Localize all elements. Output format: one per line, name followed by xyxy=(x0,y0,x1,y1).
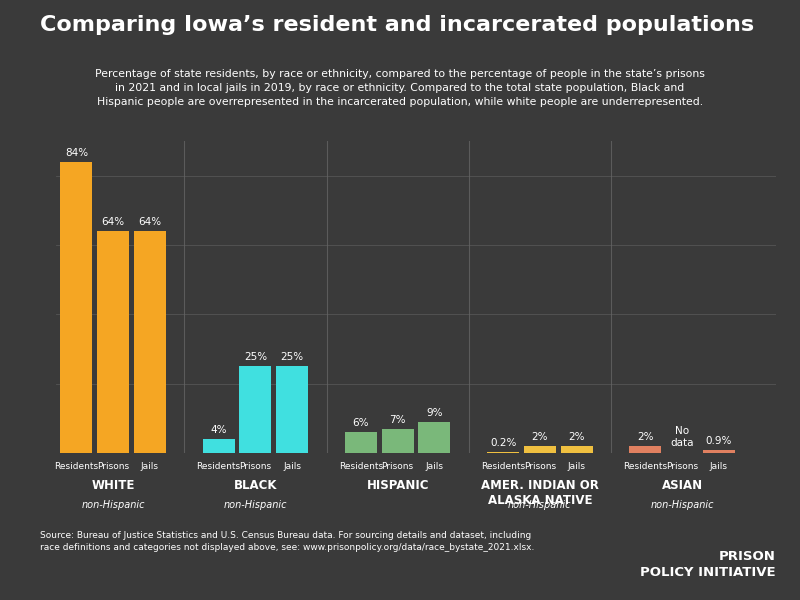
Text: Prisons: Prisons xyxy=(97,461,129,470)
Text: BLACK: BLACK xyxy=(234,479,277,492)
Bar xyxy=(97,231,129,453)
Bar xyxy=(418,422,450,453)
Text: Prisons: Prisons xyxy=(666,461,698,470)
Text: 84%: 84% xyxy=(65,148,88,158)
Text: 64%: 64% xyxy=(138,217,162,227)
Text: 2%: 2% xyxy=(532,432,548,442)
Text: non-Hispanic: non-Hispanic xyxy=(508,500,572,510)
Text: Jails: Jails xyxy=(426,461,443,470)
Text: Jails: Jails xyxy=(283,461,301,470)
Bar xyxy=(239,367,271,453)
Text: 0.2%: 0.2% xyxy=(490,438,516,448)
Text: 7%: 7% xyxy=(390,415,406,425)
Text: Prisons: Prisons xyxy=(239,461,271,470)
Text: Source: Bureau of Justice Statistics and U.S. Census Bureau data. For sourcing d: Source: Bureau of Justice Statistics and… xyxy=(40,531,534,552)
Text: non-Hispanic: non-Hispanic xyxy=(82,500,145,510)
Bar xyxy=(561,446,593,453)
Text: Comparing Iowa’s resident and incarcerated populations: Comparing Iowa’s resident and incarcerat… xyxy=(40,15,754,35)
Text: ASIAN: ASIAN xyxy=(662,479,702,492)
Text: Residents: Residents xyxy=(623,461,667,470)
Text: Residents: Residents xyxy=(481,461,526,470)
Text: 2%: 2% xyxy=(568,432,585,442)
Bar xyxy=(202,439,234,453)
Text: AMER. INDIAN OR
ALASKA NATIVE: AMER. INDIAN OR ALASKA NATIVE xyxy=(481,479,599,507)
Text: 25%: 25% xyxy=(244,352,267,362)
Bar xyxy=(524,446,556,453)
Bar xyxy=(345,432,377,453)
Text: Percentage of state residents, by race or ethnicity, compared to the percentage : Percentage of state residents, by race o… xyxy=(95,69,705,107)
Bar xyxy=(382,429,414,453)
Bar xyxy=(276,367,308,453)
Text: Residents: Residents xyxy=(197,461,241,470)
Text: non-Hispanic: non-Hispanic xyxy=(224,500,287,510)
Text: No
data: No data xyxy=(670,426,694,448)
Bar xyxy=(630,446,662,453)
Text: Jails: Jails xyxy=(141,461,159,470)
Text: Jails: Jails xyxy=(568,461,586,470)
Text: 4%: 4% xyxy=(210,425,227,435)
Bar xyxy=(487,452,519,453)
Text: Jails: Jails xyxy=(710,461,728,470)
Text: HISPANIC: HISPANIC xyxy=(366,479,429,492)
Text: non-Hispanic: non-Hispanic xyxy=(650,500,714,510)
Text: 64%: 64% xyxy=(102,217,125,227)
Bar xyxy=(134,231,166,453)
Bar xyxy=(703,450,735,453)
Bar xyxy=(60,162,93,453)
Text: 2%: 2% xyxy=(637,432,654,442)
Text: Prisons: Prisons xyxy=(524,461,556,470)
Text: 0.9%: 0.9% xyxy=(706,436,732,446)
Text: Prisons: Prisons xyxy=(382,461,414,470)
Text: 25%: 25% xyxy=(281,352,304,362)
Text: 9%: 9% xyxy=(426,407,442,418)
Text: 6%: 6% xyxy=(353,418,369,428)
Text: Residents: Residents xyxy=(339,461,383,470)
Text: WHITE: WHITE xyxy=(91,479,135,492)
Text: PRISON
POLICY INITIATIVE: PRISON POLICY INITIATIVE xyxy=(640,551,776,579)
Text: Residents: Residents xyxy=(54,461,98,470)
